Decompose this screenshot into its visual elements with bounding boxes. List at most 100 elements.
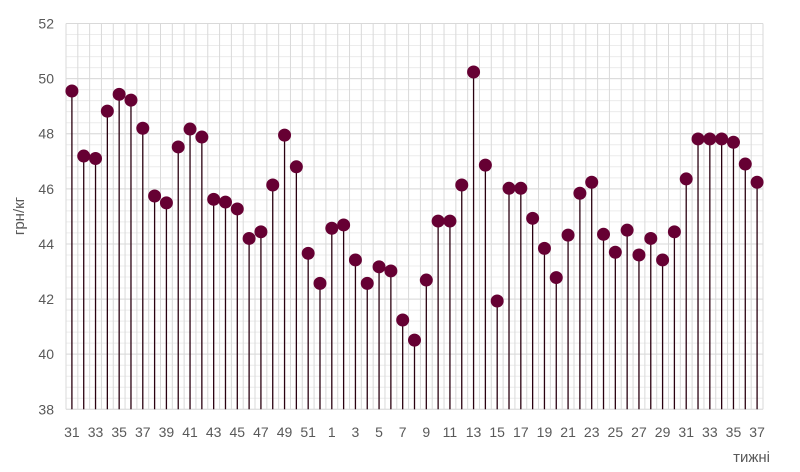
- data-point: [159, 196, 173, 210]
- data-point: [112, 87, 126, 101]
- data-point: [573, 186, 587, 200]
- data-point: [278, 128, 292, 142]
- x-tick-label: 37: [749, 424, 765, 440]
- data-point: [537, 241, 551, 255]
- data-point: [597, 227, 611, 241]
- data-point: [408, 333, 421, 347]
- data-point: [431, 214, 445, 228]
- x-tick-label: 25: [608, 424, 624, 440]
- y-tick-label: 50: [38, 71, 54, 87]
- data-point: [171, 140, 185, 154]
- data-point: [348, 253, 362, 267]
- y-tick-label: 52: [38, 16, 54, 32]
- data-point: [667, 225, 681, 239]
- y-tick-label: 40: [38, 346, 54, 362]
- data-point: [77, 149, 91, 163]
- x-tick-label: 45: [230, 424, 246, 440]
- data-point: [455, 178, 469, 192]
- y-tick-label: 38: [38, 401, 54, 417]
- data-point: [585, 175, 599, 189]
- data-point: [254, 225, 268, 239]
- data-point: [325, 221, 339, 235]
- x-tick-label: 31: [678, 424, 694, 440]
- data-point: [148, 189, 162, 203]
- data-point: [266, 178, 280, 192]
- data-point: [549, 271, 563, 285]
- x-tick-label: 21: [560, 424, 576, 440]
- x-tick-label: 31: [64, 424, 80, 440]
- data-point: [467, 65, 481, 79]
- x-tick-label: 19: [537, 424, 553, 440]
- data-point: [608, 245, 622, 259]
- x-tick-label: 49: [277, 424, 293, 440]
- x-tick-label: 33: [88, 424, 104, 440]
- x-tick-label: 35: [111, 424, 127, 440]
- data-point: [207, 192, 221, 206]
- data-point: [478, 158, 492, 172]
- data-point: [750, 175, 764, 189]
- data-point: [738, 157, 752, 171]
- x-axis-ticks: 31 33 35 37 39 41 43 45 47 49 51 1 3 5 7 9 11 13 15 17 19 21 2…: [64, 424, 765, 440]
- data-point: [289, 160, 303, 174]
- data-point: [89, 152, 103, 166]
- x-tick-label: 9: [422, 424, 430, 440]
- data-point: [313, 276, 327, 290]
- x-tick-label: 37: [135, 424, 151, 440]
- y-tick-label: 48: [38, 126, 54, 142]
- y-tick-label: 42: [38, 291, 54, 307]
- data-point: [620, 223, 634, 237]
- y-tick-label: 44: [38, 236, 54, 252]
- data-point: [136, 121, 150, 135]
- x-tick-label: 5: [375, 424, 383, 440]
- data-point: [124, 93, 138, 107]
- data-point: [632, 248, 646, 262]
- data-point: [502, 181, 516, 195]
- x-tick-label: 35: [726, 424, 742, 440]
- x-axis-title: тижні: [733, 449, 770, 466]
- data-point: [195, 130, 209, 144]
- x-tick-label: 27: [631, 424, 647, 440]
- data-point: [396, 313, 410, 327]
- grid: [65, 23, 764, 410]
- data-point: [703, 132, 717, 146]
- data-point: [183, 122, 197, 136]
- data-point: [337, 218, 351, 232]
- x-tick-label: 3: [352, 424, 360, 440]
- x-tick-label: 13: [466, 424, 482, 440]
- data-point: [218, 195, 232, 209]
- data-point: [726, 135, 740, 149]
- data-point: [360, 276, 374, 290]
- data-point: [561, 228, 575, 242]
- x-tick-label: 17: [513, 424, 529, 440]
- x-tick-label: 11: [443, 424, 458, 440]
- x-tick-label: 29: [655, 424, 671, 440]
- data-series: [65, 65, 764, 410]
- x-tick-label: 23: [584, 424, 600, 440]
- data-point: [384, 264, 398, 278]
- data-point: [656, 253, 670, 267]
- x-tick-label: 47: [253, 424, 269, 440]
- data-point: [242, 231, 256, 245]
- x-tick-label: 39: [159, 424, 175, 440]
- x-tick-label: 33: [702, 424, 718, 440]
- data-point: [514, 181, 528, 195]
- y-tick-label: 46: [38, 181, 54, 197]
- data-point: [419, 273, 433, 287]
- data-point: [65, 84, 79, 98]
- x-tick-label: 15: [489, 424, 505, 440]
- x-tick-label: 7: [399, 424, 407, 440]
- x-tick-label: 43: [206, 424, 222, 440]
- data-point: [644, 231, 658, 245]
- x-tick-label: 51: [300, 424, 316, 440]
- x-tick-label: 41: [182, 424, 198, 440]
- data-point: [372, 260, 386, 274]
- y-axis-title: грн/кг: [11, 196, 28, 235]
- data-point: [301, 246, 315, 260]
- y-axis-ticks: 38 40 42 44 46 48 50 52: [38, 16, 54, 418]
- data-point: [715, 132, 729, 146]
- data-point: [100, 104, 114, 118]
- data-point: [490, 294, 504, 308]
- data-point: [230, 202, 244, 216]
- data-point: [691, 132, 705, 146]
